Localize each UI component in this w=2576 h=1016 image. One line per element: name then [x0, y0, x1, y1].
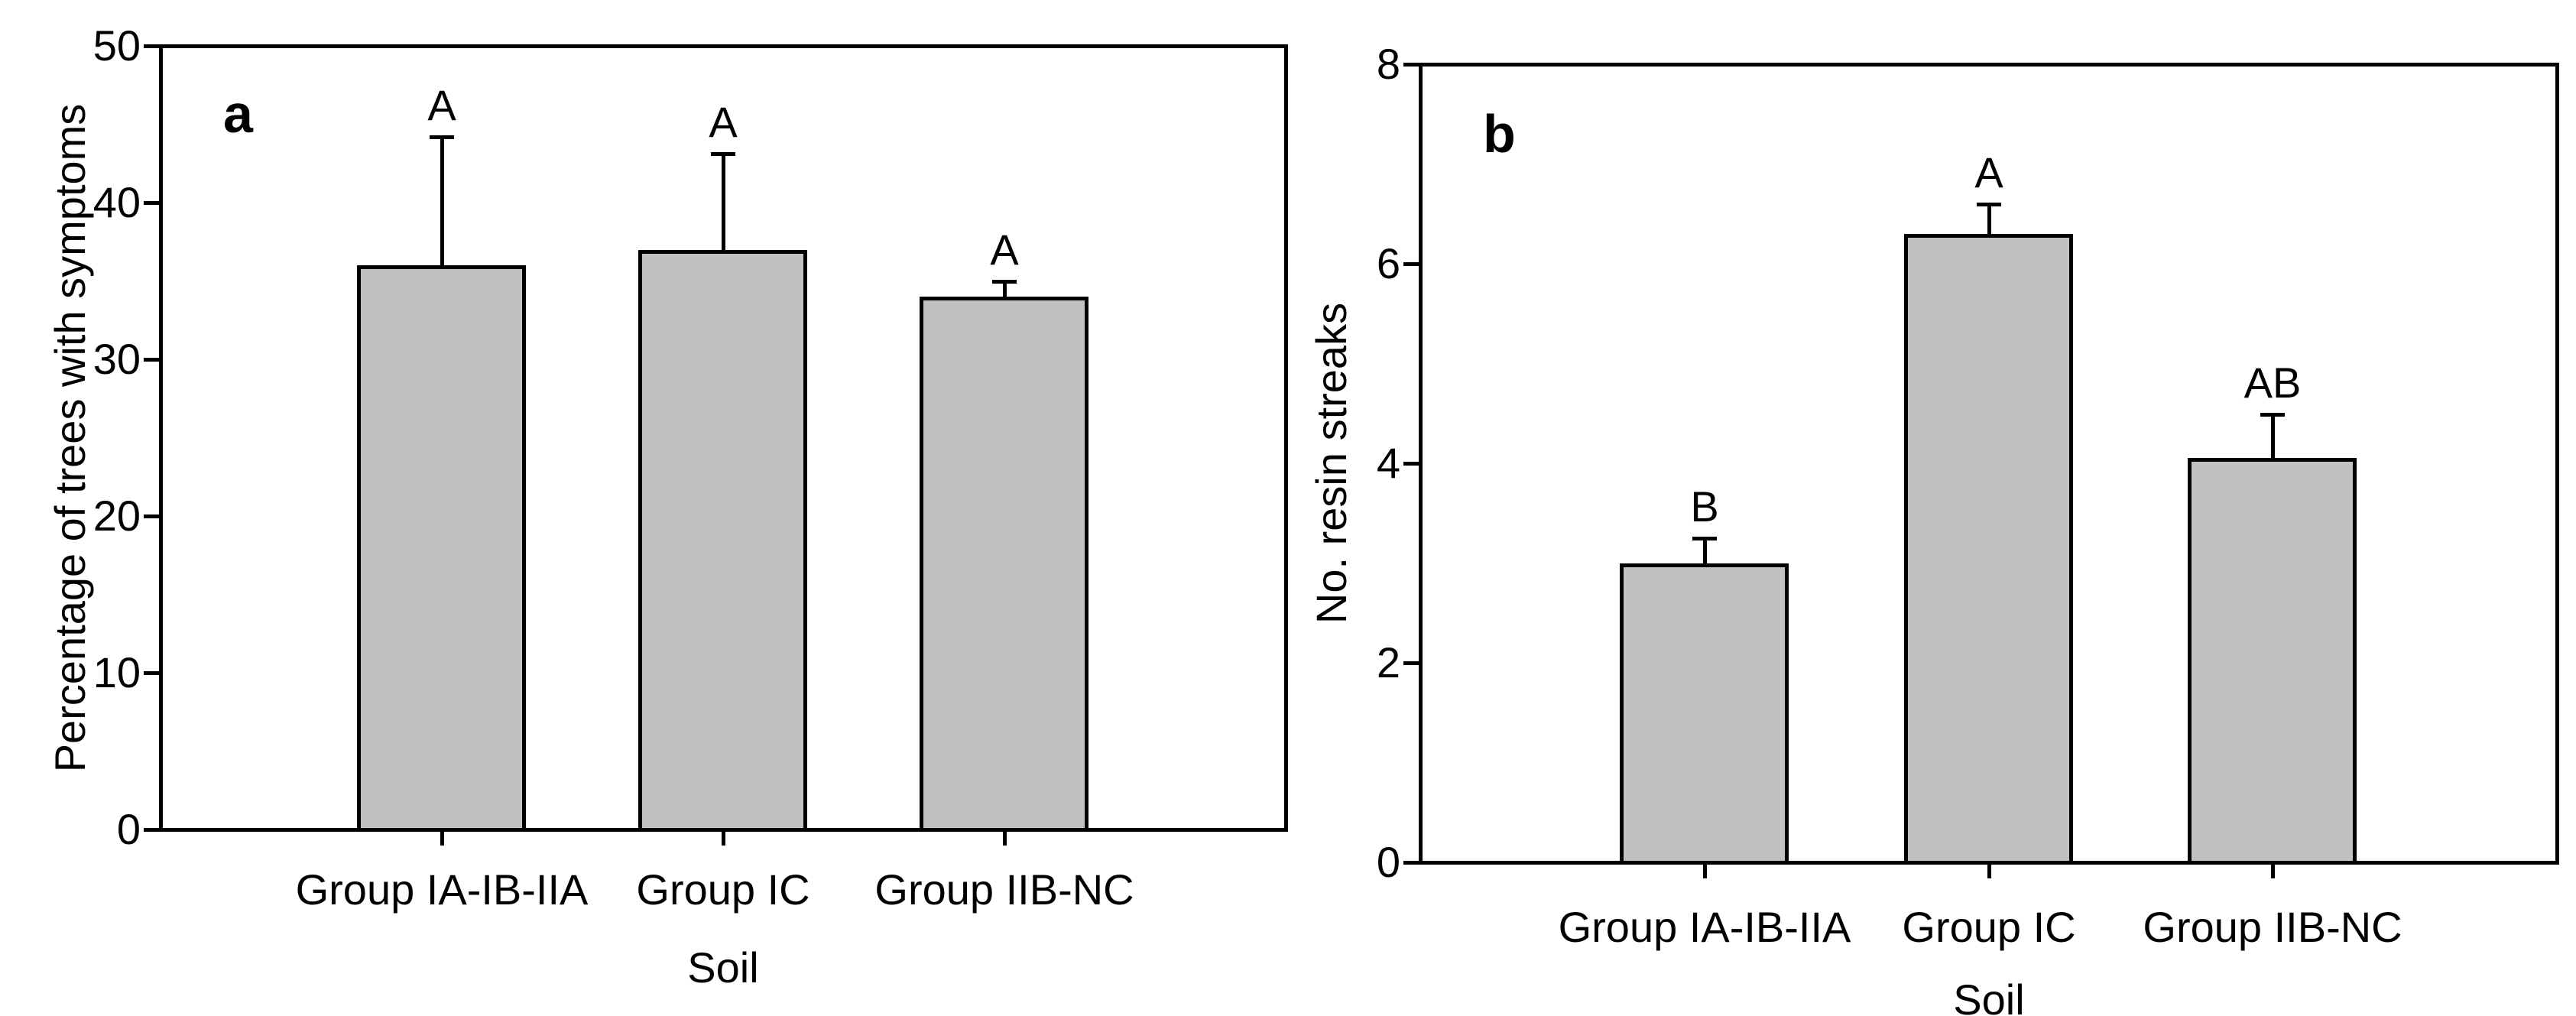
y-tick-label: 20 [92, 492, 141, 540]
y-axis-tick [1403, 261, 1419, 266]
error-bar-cap [1977, 203, 2001, 206]
x-axis-tick [1987, 864, 1991, 878]
significance-letter: A [990, 226, 1019, 274]
significance-letter: AB [2243, 359, 2302, 407]
x-axis-tick [722, 831, 725, 846]
x-axis-tick [2271, 864, 2275, 878]
category-label: Group IA-IB-IIA [295, 865, 589, 914]
bar [638, 250, 807, 832]
significance-letter: A [709, 98, 738, 146]
error-bar-cap [992, 280, 1017, 284]
y-axis-tick [1403, 860, 1419, 865]
bar [2188, 458, 2357, 865]
category-label: Group IIB-NC [2143, 903, 2402, 951]
bar [1904, 234, 2073, 865]
significance-letter: B [1690, 482, 1719, 531]
panel-letter: a [223, 84, 253, 144]
y-tick-label: 50 [92, 21, 141, 70]
y-tick-label: 2 [1376, 638, 1400, 687]
y-axis-tick [143, 200, 159, 205]
y-axis-tick [143, 670, 159, 675]
y-axis-tick [143, 44, 159, 48]
x-axis-title: Soil [687, 943, 759, 992]
error-bar-stem [1703, 538, 1707, 563]
y-axis-title: No. resin streaks [1307, 302, 1355, 625]
y-axis-tick [1403, 62, 1419, 67]
x-axis-tick [1703, 864, 1707, 878]
error-bar-cap [711, 152, 735, 156]
error-bar-stem [1987, 204, 1991, 234]
significance-letter: A [427, 81, 456, 129]
y-tick-label: 0 [116, 805, 141, 853]
panel-letter: b [1483, 104, 1516, 164]
y-tick-label: 4 [1376, 439, 1400, 487]
error-bar-stem [440, 137, 444, 265]
error-bar-cap [2260, 413, 2285, 417]
bar [1620, 563, 1789, 865]
x-axis-title: Soil [1953, 975, 2025, 1016]
error-bar-stem [2271, 414, 2275, 458]
category-label: Group IC [636, 865, 810, 914]
error-bar-stem [722, 154, 725, 250]
category-label: Group IIB-NC [874, 865, 1134, 914]
y-tick-label: 0 [1376, 838, 1400, 886]
significance-letter: A [1974, 148, 2003, 196]
y-axis-tick [143, 827, 159, 832]
y-tick-label: 40 [92, 178, 141, 226]
y-axis-tick [1403, 461, 1419, 466]
error-bar-cap [430, 135, 454, 139]
y-tick-label: 10 [92, 648, 141, 696]
y-tick-label: 30 [92, 335, 141, 383]
bar [357, 265, 526, 832]
category-label: Group IA-IB-IIA [1558, 903, 1851, 951]
y-axis-tick [143, 514, 159, 518]
x-axis-tick [1003, 831, 1007, 846]
error-bar-stem [1003, 281, 1007, 297]
bar [920, 297, 1088, 832]
y-tick-label: 8 [1376, 40, 1400, 88]
y-axis-tick [1403, 661, 1419, 665]
y-tick-label: 6 [1376, 239, 1400, 287]
category-label: Group IC [1902, 903, 2076, 951]
error-bar-cap [1692, 537, 1717, 540]
x-axis-tick [440, 831, 444, 846]
y-axis-tick [143, 357, 159, 362]
